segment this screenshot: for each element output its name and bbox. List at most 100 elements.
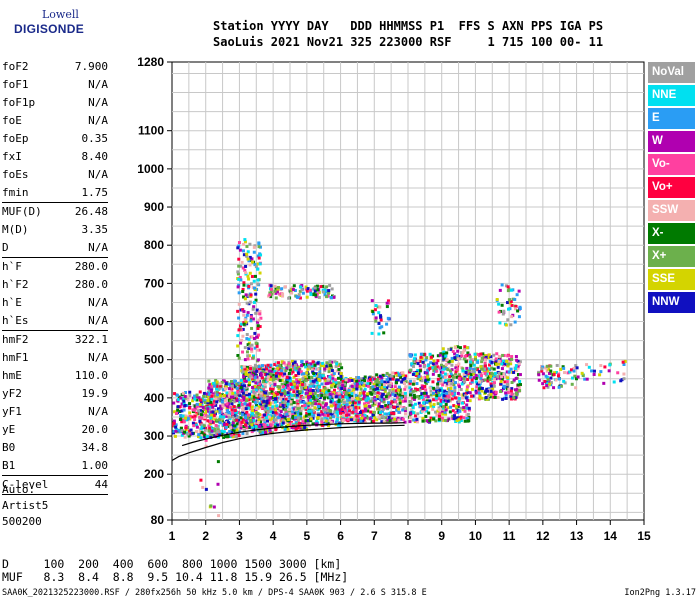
echo-point <box>181 391 185 395</box>
echo-point <box>246 373 250 377</box>
echo-point <box>314 293 318 297</box>
echo-point <box>344 409 348 413</box>
echo-point <box>268 391 272 395</box>
echo-point <box>486 379 490 383</box>
echo-point <box>271 387 275 391</box>
echo-point <box>417 359 421 363</box>
echo-point <box>255 308 259 312</box>
echo-point <box>357 406 361 410</box>
echo-point <box>442 367 446 371</box>
echo-point <box>312 373 316 377</box>
echo-point <box>195 411 199 415</box>
echo-point <box>494 390 498 394</box>
echo-point <box>250 347 254 351</box>
echo-point <box>182 399 186 403</box>
param-value: 20.0 <box>81 423 109 436</box>
echo-point <box>227 412 231 416</box>
echo-point <box>241 382 245 386</box>
echo-point <box>420 409 424 413</box>
echo-point <box>500 367 504 371</box>
echo-point <box>272 397 276 401</box>
echo-point <box>248 404 252 408</box>
echo-point <box>395 395 399 399</box>
echo-point <box>226 409 230 413</box>
echo-point <box>312 292 316 296</box>
echo-point <box>480 360 484 364</box>
echo-point <box>497 354 501 358</box>
echo-point <box>274 421 278 425</box>
echo-point <box>368 417 372 421</box>
echo-point <box>265 401 269 405</box>
y-tick-label: 400 <box>144 391 164 405</box>
legend-item-e: E <box>648 108 695 129</box>
param-name: fmin <box>2 186 29 199</box>
digisonde-logo: Lowell DIGISONDE <box>4 6 124 42</box>
echo-point <box>394 389 398 393</box>
echo-point <box>248 402 252 406</box>
echo-point <box>517 385 521 389</box>
param-name: yE <box>2 423 16 436</box>
echo-point <box>325 390 329 394</box>
echo-point <box>514 355 518 359</box>
echo-point <box>347 388 351 392</box>
echo-point <box>287 417 291 421</box>
echo-point <box>284 369 288 373</box>
echo-point <box>323 288 327 292</box>
echo-point <box>463 409 467 413</box>
echo-point <box>463 419 467 423</box>
echo-point <box>437 417 441 421</box>
echo-point <box>465 373 469 377</box>
echo-point <box>338 395 342 399</box>
echo-point <box>220 400 224 404</box>
echo-point <box>316 408 320 412</box>
echo-point <box>416 395 420 399</box>
echo-point <box>440 416 444 420</box>
echo-point <box>431 380 435 384</box>
echo-point <box>274 296 278 300</box>
echo-point <box>298 289 302 293</box>
echo-point <box>255 388 259 392</box>
echo-point <box>375 373 379 377</box>
echo-point <box>493 371 497 375</box>
echo-point <box>458 357 462 361</box>
echo-point <box>223 421 227 425</box>
echo-point <box>234 394 238 398</box>
echo-point <box>250 349 254 353</box>
echo-point <box>316 413 320 417</box>
echo-point <box>416 369 420 373</box>
echo-point <box>374 379 378 383</box>
echo-point <box>438 353 442 357</box>
echo-point <box>455 375 459 379</box>
echo-point <box>277 385 281 389</box>
echo-point <box>251 388 255 392</box>
param-name: fxI <box>2 150 22 163</box>
echo-point <box>245 252 249 256</box>
echo-point <box>395 405 399 409</box>
echo-point <box>313 406 317 410</box>
echo-point <box>198 390 202 394</box>
echo-point <box>192 424 196 428</box>
echo-point <box>255 403 259 407</box>
echo-point <box>243 416 247 420</box>
echo-point <box>225 420 229 424</box>
echo-point <box>173 410 177 414</box>
echo-point <box>253 391 257 395</box>
echo-point <box>383 380 387 384</box>
axis-ticks: 1 2 3 4 5 6 7 8 9 10 11 12 13 14 158020030040050060070… <box>137 55 651 543</box>
echo-point <box>283 392 287 396</box>
echo-point <box>391 390 395 394</box>
param-row: foEp 0.35 <box>2 130 108 148</box>
echo-point <box>348 401 352 405</box>
echo-point <box>255 344 259 348</box>
echo-point <box>321 288 325 292</box>
legend-item-xminus: X- <box>648 223 695 244</box>
echo-point <box>230 433 234 437</box>
echo-point <box>209 385 213 389</box>
echo-point <box>429 416 433 420</box>
echo-point <box>412 365 416 369</box>
echo-point <box>403 406 407 410</box>
echo-point <box>258 427 262 431</box>
echo-point <box>329 385 333 389</box>
echo-point <box>307 363 311 367</box>
echo-point <box>326 406 330 410</box>
